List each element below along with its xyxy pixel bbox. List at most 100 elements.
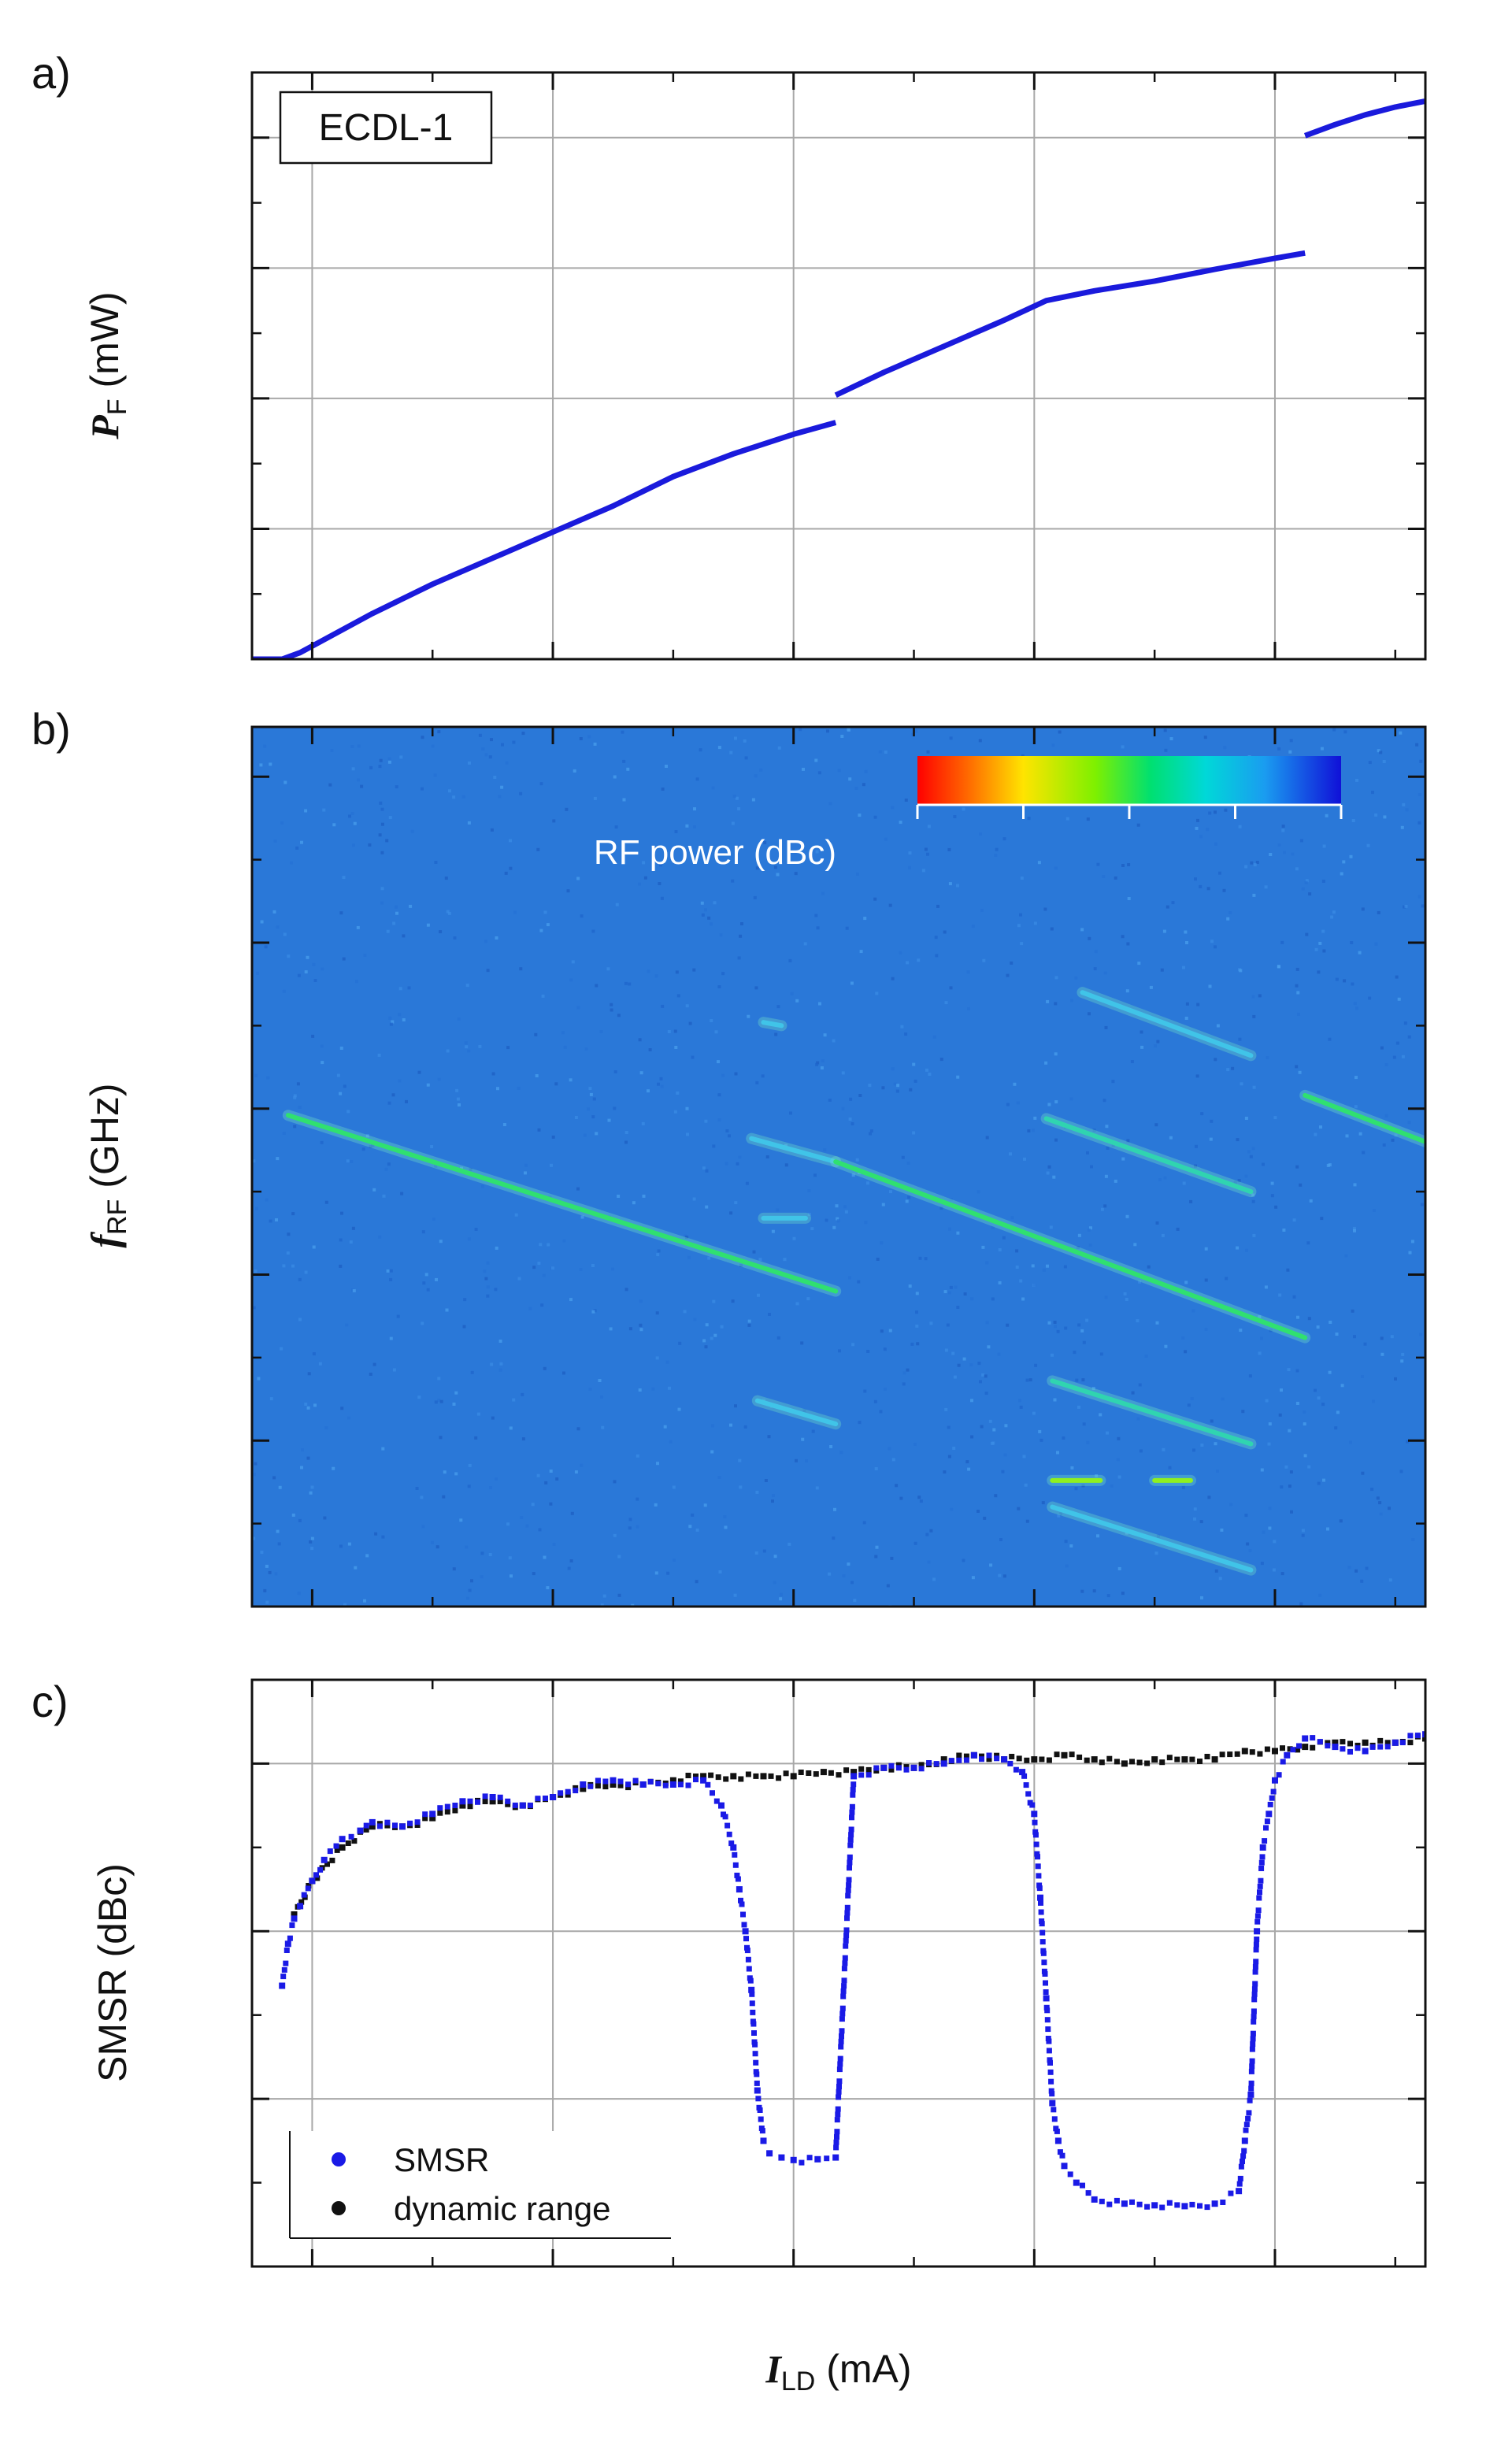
noise-speckle xyxy=(498,1340,502,1343)
noise-speckle xyxy=(1255,861,1259,864)
noise-speckle xyxy=(1004,1424,1008,1428)
dynamic-range-point xyxy=(314,1875,321,1881)
noise-speckle xyxy=(711,1424,714,1428)
noise-speckle xyxy=(717,1476,721,1480)
noise-speckle xyxy=(1001,1470,1005,1473)
noise-speckle xyxy=(685,824,689,828)
noise-speckle xyxy=(675,970,679,974)
noise-speckle xyxy=(889,1190,892,1194)
noise-speckle xyxy=(378,833,382,837)
smsr-point xyxy=(317,1866,324,1873)
noise-speckle xyxy=(1184,1350,1188,1354)
noise-speckle xyxy=(731,1299,735,1303)
noise-speckle xyxy=(1123,1292,1127,1295)
noise-speckle xyxy=(944,1407,948,1411)
noise-speckle xyxy=(982,958,986,962)
noise-speckle xyxy=(734,736,737,740)
noise-speckle xyxy=(866,1181,869,1185)
noise-speckle xyxy=(1363,1342,1367,1346)
dynamic-range-point xyxy=(1121,1760,1128,1767)
smsr-point xyxy=(685,1782,691,1788)
dynamic-range-point xyxy=(1332,1739,1339,1746)
noise-speckle xyxy=(884,751,888,754)
dynamic-range-point xyxy=(979,1753,984,1759)
noise-speckle xyxy=(1195,1074,1199,1078)
noise-speckle xyxy=(899,1496,903,1500)
noise-speckle xyxy=(1262,1530,1266,1534)
smsr-point xyxy=(842,1955,848,1961)
noise-speckle xyxy=(378,1235,382,1239)
noise-speckle xyxy=(807,1213,811,1216)
noise-speckle xyxy=(534,1032,538,1036)
smsr-point xyxy=(979,1756,984,1762)
noise-speckle xyxy=(1185,941,1188,944)
noise-speckle xyxy=(1320,747,1324,751)
smsr-point xyxy=(1036,1885,1043,1892)
noise-speckle xyxy=(391,1093,395,1097)
noise-speckle xyxy=(751,798,755,802)
noise-speckle xyxy=(444,877,448,880)
noise-speckle xyxy=(459,1518,463,1522)
dynamic-range-point xyxy=(1384,1740,1391,1746)
smsr-point xyxy=(1251,2018,1257,2025)
smsr-point xyxy=(1264,1818,1270,1825)
noise-speckle xyxy=(1314,947,1318,951)
noise-speckle xyxy=(862,1521,866,1525)
noise-speckle xyxy=(1058,730,1062,734)
noise-speckle xyxy=(1403,905,1406,909)
smsr-point xyxy=(1252,1981,1258,1987)
smsr-point xyxy=(1067,2171,1073,2178)
noise-speckle xyxy=(1378,1501,1382,1505)
noise-speckle xyxy=(502,1123,506,1126)
noise-speckle xyxy=(431,1540,435,1544)
noise-speckle xyxy=(1092,1129,1096,1132)
noise-speckle xyxy=(1181,1485,1185,1489)
noise-speckle xyxy=(539,1243,543,1247)
noise-speckle xyxy=(1220,1528,1224,1532)
noise-speckle xyxy=(1203,736,1207,739)
noise-speckle xyxy=(298,1318,302,1321)
noise-speckle xyxy=(571,960,575,964)
noise-speckle xyxy=(1094,950,1098,954)
noise-speckle xyxy=(1193,1507,1197,1511)
noise-speckle xyxy=(1418,821,1421,825)
noise-speckle xyxy=(818,1002,821,1006)
noise-speckle xyxy=(980,1425,984,1429)
noise-speckle xyxy=(421,1230,425,1234)
noise-speckle xyxy=(340,1211,343,1215)
noise-speckle xyxy=(323,1516,327,1520)
smsr-point xyxy=(850,1781,857,1788)
noise-speckle xyxy=(1244,1174,1248,1178)
noise-speckle xyxy=(1304,880,1308,884)
noise-speckle xyxy=(1228,911,1232,914)
noise-speckle xyxy=(500,785,504,789)
noise-speckle xyxy=(1247,1150,1251,1154)
noise-speckle xyxy=(1092,1589,1096,1593)
smsr-point xyxy=(1276,1772,1282,1778)
noise-speckle xyxy=(377,1053,381,1057)
smsr-point xyxy=(1044,2007,1051,2014)
noise-speckle xyxy=(470,1370,474,1374)
noise-speckle xyxy=(890,1556,894,1560)
dynamic-range-point xyxy=(1197,1759,1203,1764)
noise-speckle xyxy=(1052,1175,1056,1179)
smsr-point xyxy=(1053,2126,1059,2132)
noise-speckle xyxy=(695,1528,699,1532)
noise-speckle xyxy=(807,1188,811,1192)
noise-speckle xyxy=(858,1094,862,1097)
smsr-point xyxy=(283,1960,289,1966)
noise-speckle xyxy=(536,847,540,851)
noise-speckle xyxy=(1196,818,1199,822)
noise-speckle xyxy=(639,1323,643,1327)
noise-speckle xyxy=(293,1094,297,1098)
noise-speckle xyxy=(657,1082,660,1086)
noise-speckle xyxy=(1010,961,1014,965)
dynamic-range-point xyxy=(888,1766,895,1773)
noise-speckle xyxy=(710,1450,714,1454)
noise-speckle xyxy=(551,1266,554,1270)
noise-speckle xyxy=(1402,802,1406,806)
noise-speckle xyxy=(773,1555,777,1559)
smsr-point xyxy=(1263,1825,1269,1831)
smsr-point xyxy=(1114,2197,1120,2204)
noise-speckle xyxy=(486,969,490,973)
